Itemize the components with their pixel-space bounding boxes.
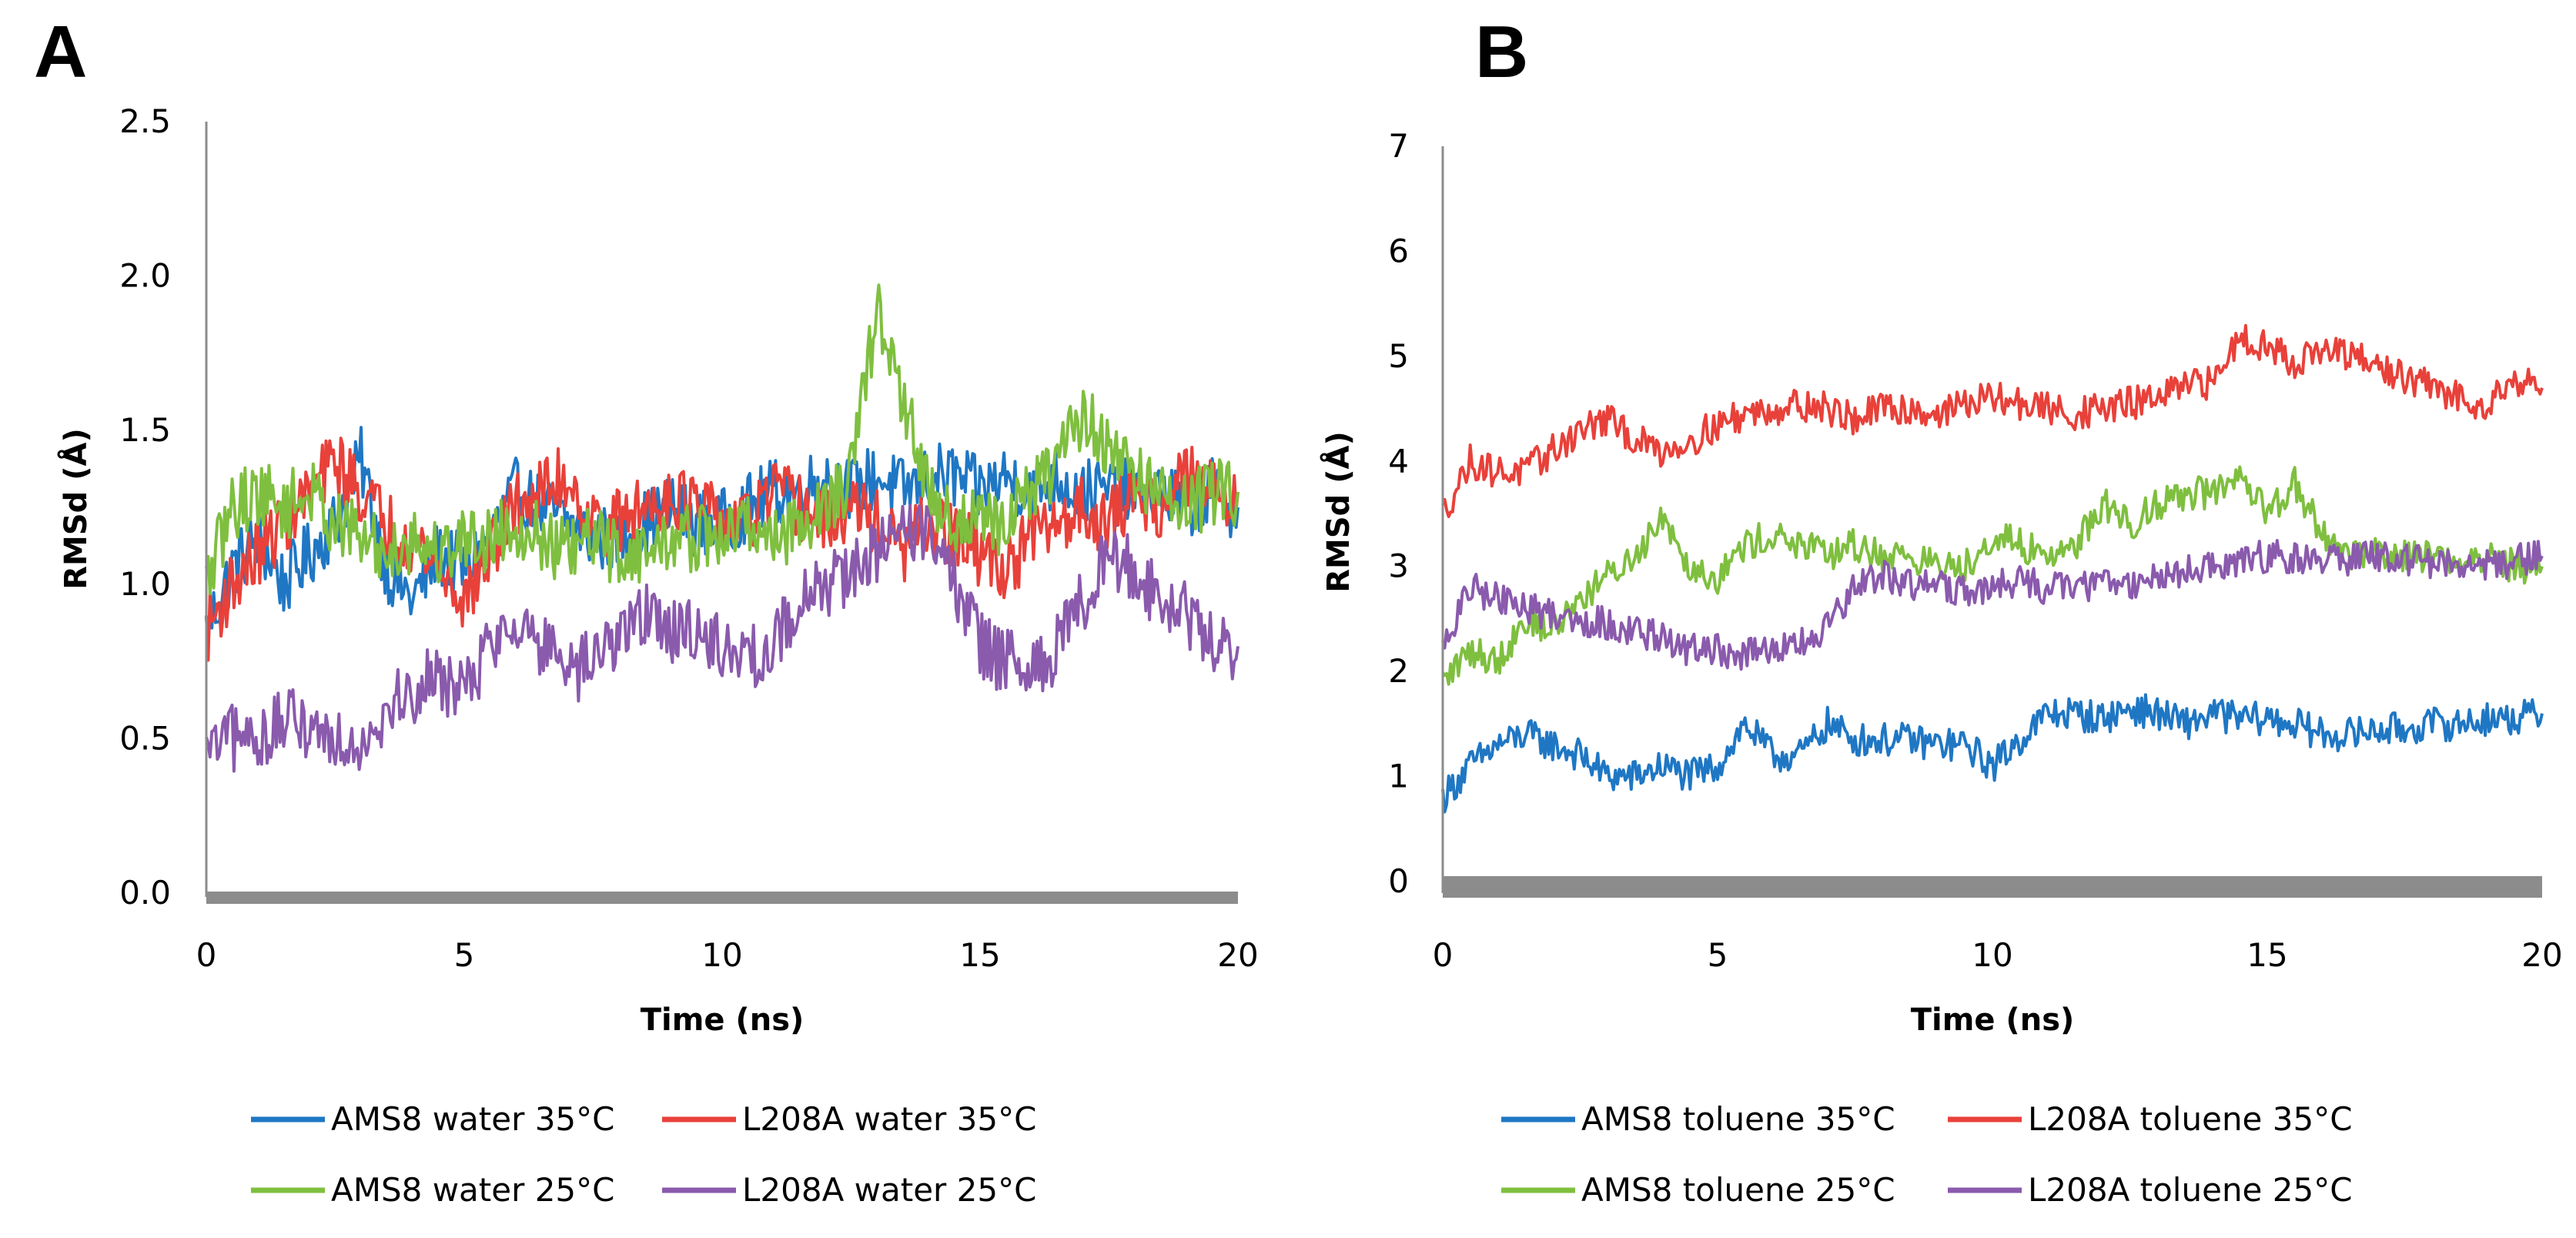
legend-label: AMS8 water 35°C	[331, 1100, 614, 1138]
panel-a: A 0.00.51.01.52.02.5 0 5 10 15 20 Time (ns) …	[34, 11, 1259, 1209]
panel-b-series-lines	[1441, 323, 2544, 814]
panel-a-x-ticks: 0 5 10 15 20	[196, 936, 1259, 974]
panel-a-y-ticks: 0.0 0.5 1.0 1.5 2.0 2.5	[119, 102, 171, 912]
panel-a-x-axis-title: Time (ns)	[641, 1002, 805, 1038]
series-line-l208a-toluene-25-c	[1441, 539, 2544, 671]
legend-label: L208A toluene 35°C	[2028, 1100, 2353, 1138]
y-tick-label: 2.5	[119, 102, 171, 140]
panel-b-legend: AMS8 toluene 35°C L208A toluene 35°C AMS8 …	[1501, 1100, 2353, 1209]
panel-b-y-ticks: 0 1 2 3 4 5 6 7	[1388, 127, 1409, 900]
y-tick-label: 7	[1388, 127, 1409, 165]
y-tick-label: 0	[1388, 862, 1409, 900]
series-line-ams8-toluene-35-c	[1441, 693, 2544, 814]
x-tick-label: 0	[196, 936, 217, 974]
y-tick-label: 2.0	[119, 256, 171, 294]
x-tick-label: 5	[1708, 936, 1728, 974]
legend-label: L208A water 25°C	[742, 1171, 1036, 1209]
y-tick-label: 4	[1388, 442, 1409, 480]
panel-b-x-ticks: 0 5 10 15 20	[1433, 936, 2563, 974]
panel-b-y-axis-title: RMSd (Å)	[1319, 431, 1357, 593]
x-tick-label: 20	[2521, 936, 2562, 974]
panel-a-series-lines	[205, 283, 1239, 773]
panel-a-letter: A	[34, 11, 87, 93]
y-tick-label: 1.0	[119, 565, 171, 603]
series-line-ams8-water-35-c	[205, 426, 1239, 648]
legend-label: AMS8 toluene 25°C	[1581, 1171, 1895, 1209]
legend-label: L208A toluene 25°C	[2028, 1171, 2353, 1209]
series-line-ams8-water-25-c	[205, 283, 1239, 596]
panel-a-legend: AMS8 water 35°C L208A water 35°C AMS8 wate…	[251, 1100, 1036, 1209]
legend-label: L208A water 35°C	[742, 1100, 1036, 1138]
y-tick-label: 1.5	[119, 411, 171, 449]
legend-label: AMS8 toluene 35°C	[1581, 1100, 1895, 1138]
y-tick-label: 6	[1388, 232, 1409, 269]
x-tick-label: 15	[2246, 936, 2287, 974]
panel-b: B 0 1 2 3 4 5 6 7 0 5 10 15 20 Time (ns) RMSd (Å) A…	[1319, 11, 2563, 1209]
x-tick-label: 10	[701, 936, 742, 974]
x-tick-label: 20	[1217, 936, 1258, 974]
panel-a-x-axis-band	[206, 892, 1238, 904]
x-tick-label: 10	[1972, 936, 2012, 974]
x-tick-label: 5	[454, 936, 475, 974]
y-tick-label: 1	[1388, 758, 1409, 795]
series-line-l208a-water-35-c	[205, 437, 1239, 662]
series-line-l208a-water-25-c	[205, 504, 1239, 773]
y-tick-label: 5	[1388, 337, 1409, 375]
y-tick-label: 0.0	[119, 874, 171, 912]
y-tick-label: 0.5	[119, 720, 171, 758]
series-line-l208a-toluene-35-c	[1441, 323, 2544, 518]
x-tick-label: 0	[1433, 936, 1454, 974]
x-tick-label: 15	[959, 936, 1000, 974]
y-tick-label: 3	[1388, 547, 1409, 585]
legend-label: AMS8 water 25°C	[331, 1171, 614, 1209]
panel-b-letter: B	[1475, 11, 1528, 93]
panel-b-x-axis-band	[1443, 876, 2542, 898]
y-tick-label: 2	[1388, 652, 1409, 690]
panel-a-y-axis-title: RMSd (Å)	[56, 428, 94, 590]
panel-b-x-axis-title: Time (ns)	[1911, 1002, 2075, 1038]
